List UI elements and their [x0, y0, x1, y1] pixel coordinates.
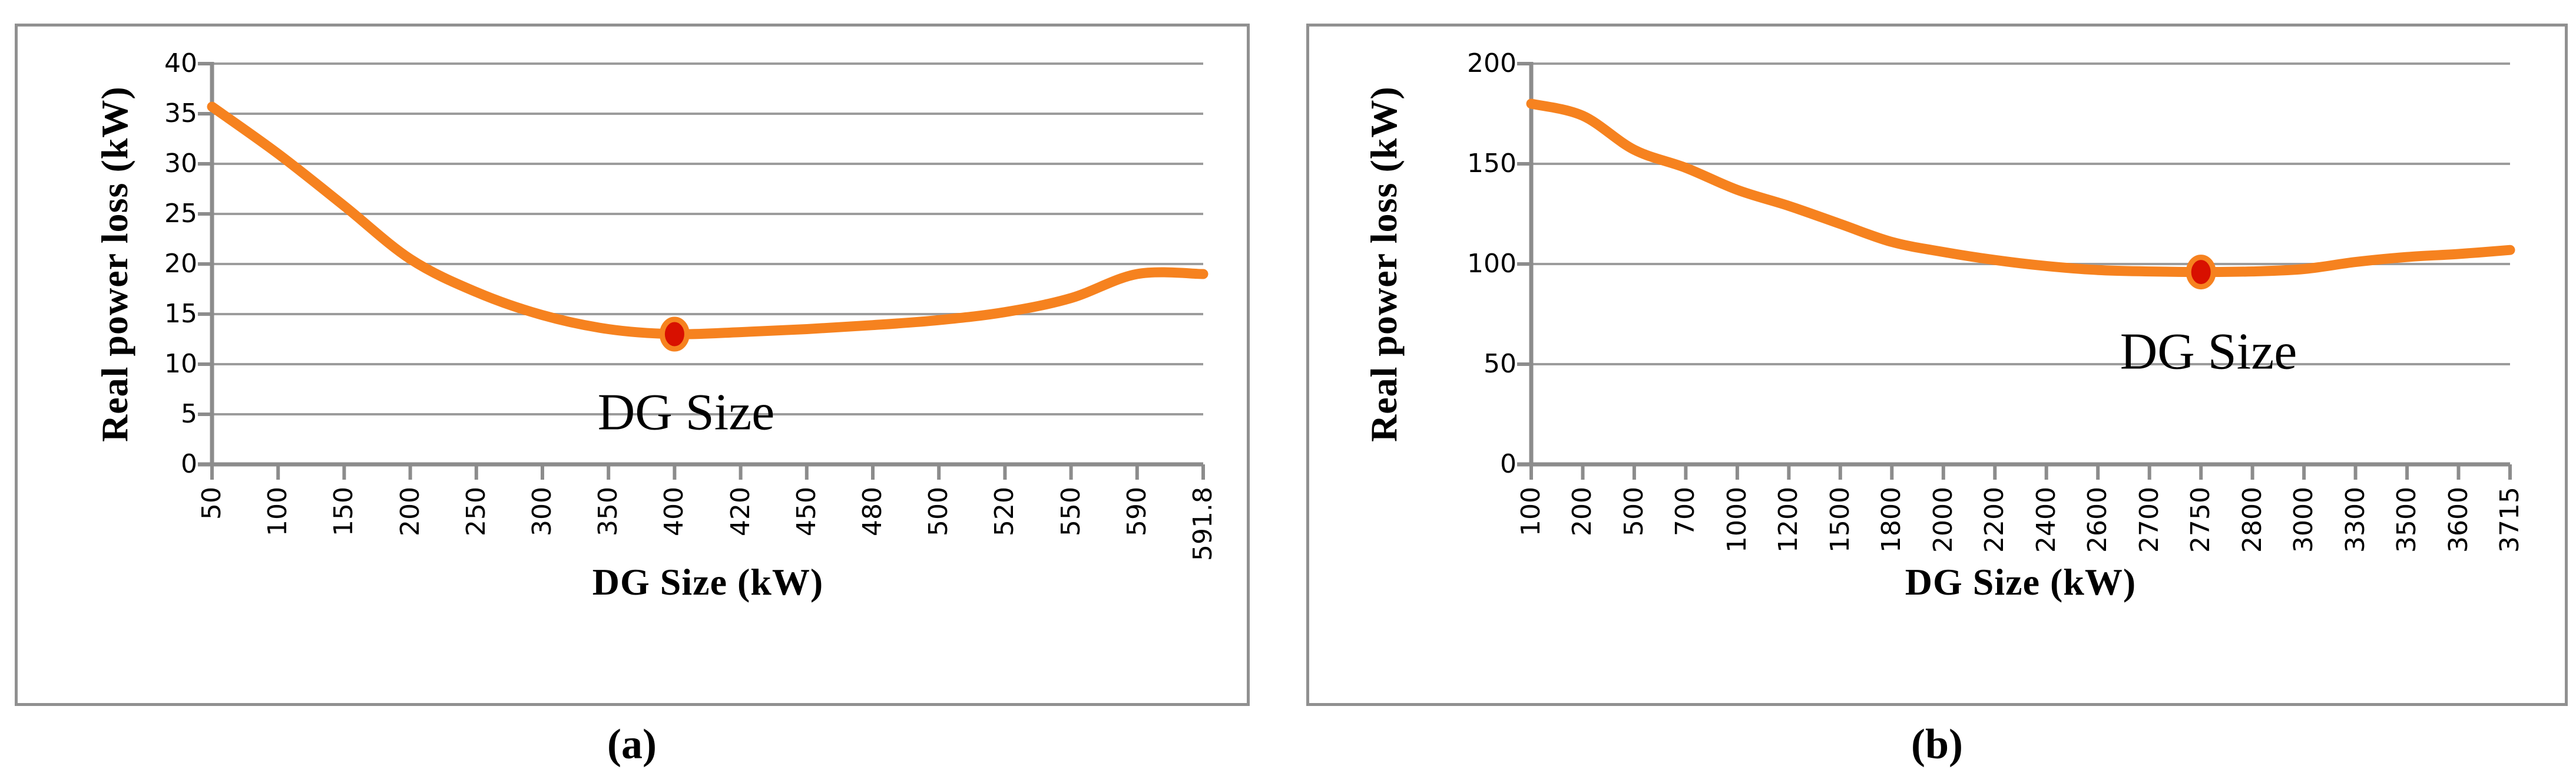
x-tick-label: 700: [1670, 487, 1701, 536]
x-tick-label: 200: [395, 487, 425, 536]
x-tick-label: 591.8: [1188, 487, 1218, 561]
x-tick-label: 2000: [1928, 487, 1958, 553]
x-tick-label: 590: [1121, 487, 1152, 536]
y-tick-label: 200: [1467, 48, 1517, 78]
optimal-dg-size-marker: [2186, 255, 2216, 290]
x-tick-label: 150: [329, 487, 359, 536]
x-tick-label: 2800: [2237, 487, 2267, 553]
panel-a-caption: (a): [607, 720, 657, 768]
panel-b: [1306, 24, 2568, 706]
power-loss-curve: [207, 101, 1208, 339]
x-tick-label: 3715: [2495, 487, 2525, 553]
x-tick-label: 100: [263, 487, 293, 536]
panel-b-caption: (b): [1911, 720, 1963, 768]
x-tick-label: 50: [197, 487, 227, 520]
x-tick-label: 1000: [1721, 487, 1752, 553]
y-tick-label: 35: [164, 98, 197, 128]
y-tick-label: 30: [164, 149, 197, 179]
optimal-dg-size-marker: [659, 316, 690, 352]
panel-b-y-axis-title: Real power loss (kW): [1363, 86, 1405, 442]
y-tick-label: 0: [181, 449, 197, 479]
x-tick-label: 3300: [2340, 487, 2370, 553]
x-tick-label: 520: [989, 487, 1020, 536]
y-tick-label: 100: [1467, 249, 1517, 279]
y-tick-label: 150: [1467, 149, 1517, 179]
x-tick-label: 1200: [1773, 487, 1804, 553]
x-tick-label: 300: [527, 487, 557, 536]
x-tick-label: 450: [791, 487, 822, 536]
x-tick-label: 100: [1516, 487, 1546, 536]
y-tick-label: 25: [164, 199, 197, 229]
y-tick-label: 50: [1484, 349, 1517, 379]
y-tick-label: 40: [164, 48, 197, 78]
x-tick-label: 3500: [2392, 487, 2422, 553]
panel-a-y-axis-title: Real power loss (kW): [94, 86, 135, 442]
x-tick-label: 500: [1618, 487, 1649, 536]
y-tick-label: 0: [1500, 449, 1517, 479]
x-tick-label: 480: [857, 487, 888, 536]
y-tick-label: 15: [164, 299, 197, 329]
x-tick-label: 550: [1055, 487, 1086, 536]
panel-b-dg-size-annotation: DG Size: [2120, 323, 2297, 381]
x-tick-label: 420: [725, 487, 756, 536]
y-tick-label: 5: [181, 399, 197, 429]
x-tick-label: 2750: [2186, 487, 2216, 553]
x-tick-label: 500: [923, 487, 954, 536]
x-tick-label: 2200: [1979, 487, 2010, 553]
x-tick-label: 2600: [2082, 487, 2113, 553]
x-tick-label: 2700: [2134, 487, 2164, 553]
x-tick-label: 400: [659, 487, 690, 536]
power-loss-curve: [1526, 98, 2515, 278]
panel-a: [15, 24, 1250, 706]
x-tick-label: 3600: [2443, 487, 2474, 553]
x-tick-label: 2400: [2031, 487, 2061, 553]
x-tick-label: 200: [1567, 487, 1598, 536]
panel-b-x-axis-title: DG Size (kW): [1905, 561, 2137, 603]
x-tick-label: 1500: [1825, 487, 1855, 553]
x-tick-label: 1800: [1876, 487, 1907, 553]
x-tick-label: 350: [593, 487, 624, 536]
panel-a-dg-size-annotation: DG Size: [597, 384, 775, 441]
y-tick-label: 20: [164, 249, 197, 279]
y-tick-label: 10: [164, 349, 197, 379]
panel-a-x-axis-title: DG Size (kW): [592, 561, 824, 603]
x-tick-label: 3000: [2289, 487, 2319, 553]
x-tick-label: 250: [461, 487, 491, 536]
